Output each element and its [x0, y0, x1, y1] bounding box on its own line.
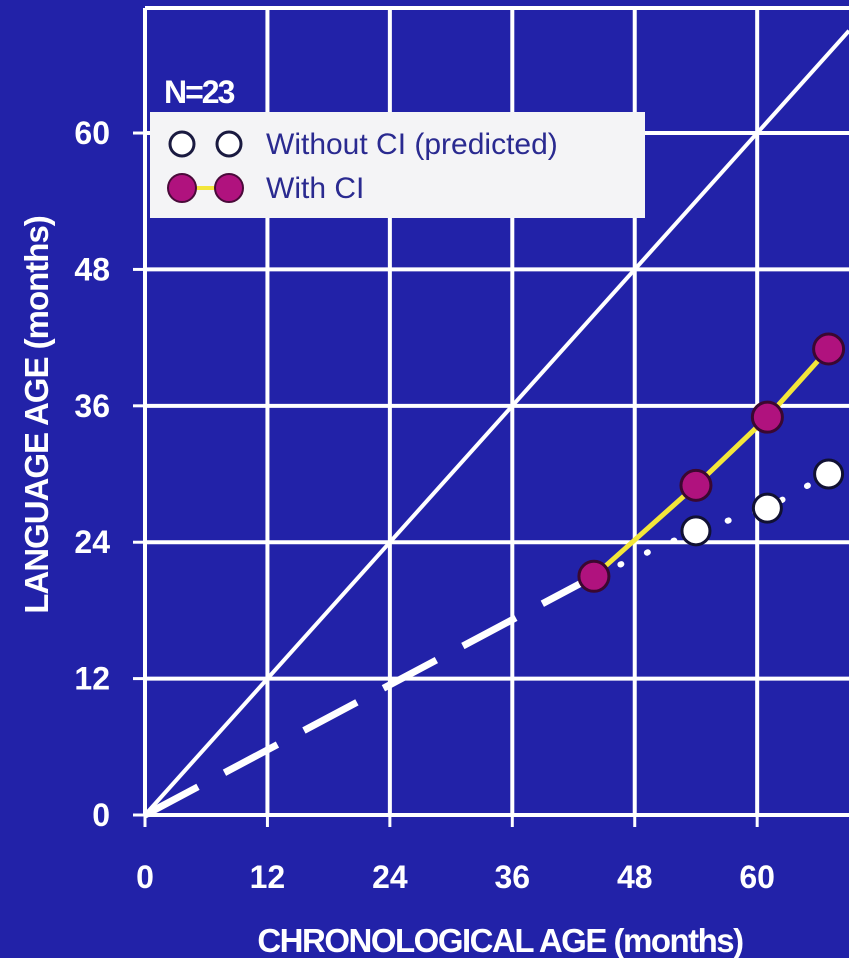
x-tick-label: 60	[739, 859, 775, 895]
x-tick-label: 0	[136, 859, 154, 895]
x-tick-label: 24	[372, 859, 408, 895]
x-tick-label: 36	[495, 859, 531, 895]
x-axis-label: CHRONOLOGICAL AGE (months)	[257, 922, 743, 958]
x-tick-label: 48	[617, 859, 653, 895]
y-tick-label: 0	[92, 797, 110, 833]
with-ci-point	[681, 470, 711, 500]
legend-title: N=23	[164, 74, 235, 110]
without-ci-point	[815, 460, 843, 488]
y-axis-label: LANGUAGE AGE (months)	[18, 216, 55, 614]
with-ci-point	[752, 402, 782, 432]
y-tick-label: 48	[74, 251, 110, 287]
legend-without-ci-label: Without CI (predicted)	[266, 128, 558, 161]
x-tick-label: 12	[250, 859, 286, 895]
with-ci-point	[579, 561, 609, 591]
without-ci-point	[682, 517, 710, 545]
with-ci-point	[814, 334, 844, 364]
legend-with-ci-label: With CI	[266, 172, 364, 205]
without-ci-point	[753, 494, 781, 522]
y-tick-label: 36	[74, 388, 110, 424]
y-tick-label: 12	[74, 661, 110, 697]
y-tick-label: 24	[74, 524, 110, 560]
y-tick-label: 60	[74, 115, 110, 151]
